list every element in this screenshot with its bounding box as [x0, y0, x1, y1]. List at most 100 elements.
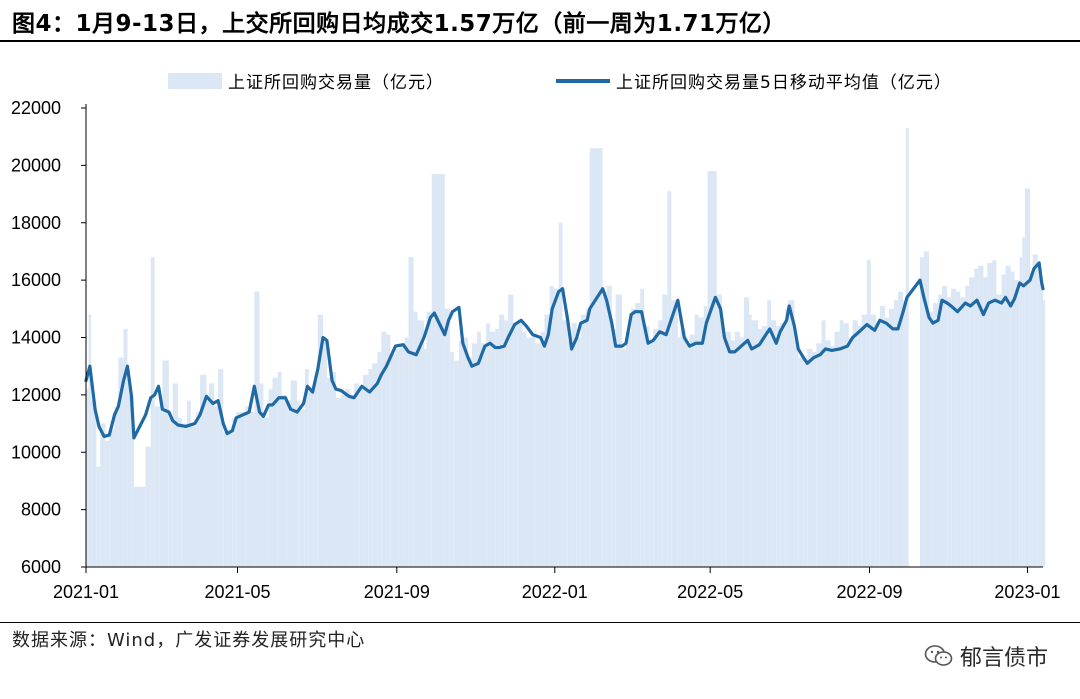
volume-bar — [168, 417, 173, 567]
volume-bar — [974, 268, 979, 567]
volume-bar — [468, 357, 472, 567]
volume-bar — [1040, 285, 1043, 567]
volume-bar — [852, 320, 858, 567]
volume-bar — [1024, 188, 1031, 567]
volume-bar — [767, 300, 772, 567]
volume-bar — [703, 305, 708, 567]
y-tick-label: 14000 — [11, 328, 61, 348]
volume-bar — [932, 303, 939, 567]
volume-bar — [540, 331, 545, 567]
volume-bar — [626, 331, 632, 567]
x-tick-label: 2023-01 — [994, 582, 1060, 602]
x-tick-label: 2022-05 — [677, 582, 743, 602]
volume-bar — [602, 291, 607, 567]
watermark: 郁言债市 — [924, 640, 1048, 672]
y-tick-label: 10000 — [11, 442, 61, 462]
volume-bar — [372, 363, 378, 567]
volume-bar — [363, 374, 369, 567]
volume-bar — [812, 351, 817, 567]
source-note: 数据来源：Wind，广发证券发展研究中心 — [12, 630, 366, 651]
legend-line-label: 上证所回购交易量5日移动平均值（亿元） — [616, 73, 952, 93]
volume-bar — [951, 288, 957, 567]
volume-bar — [522, 331, 527, 567]
volume-bar — [589, 148, 603, 567]
volume-bar — [870, 314, 876, 567]
volume-bar — [417, 320, 424, 567]
volume-bar — [558, 222, 563, 567]
volume-bar — [458, 340, 463, 567]
volume-bar — [286, 400, 291, 567]
volume-bar — [730, 340, 735, 567]
volume-bar — [526, 337, 532, 567]
volume-bar — [929, 311, 933, 567]
x-tick-label: 2022-09 — [836, 582, 902, 602]
volume-bar — [996, 294, 1002, 567]
volume-bar — [631, 308, 636, 567]
volume-bar — [236, 412, 246, 567]
volume-bar — [345, 389, 351, 567]
volume-bar — [187, 400, 191, 567]
legend-bar-label: 上证所回购交易量（亿元） — [228, 73, 444, 93]
volume-bar — [825, 340, 831, 567]
volume-bar — [449, 351, 454, 567]
volume-bar — [662, 294, 668, 567]
volume-bar — [978, 265, 984, 567]
y-tick-label: 18000 — [11, 213, 61, 233]
volume-bar — [495, 328, 500, 567]
volume-bar — [875, 323, 880, 567]
volume-bar — [399, 343, 405, 567]
volume-bar — [658, 320, 663, 567]
volume-bar — [689, 334, 695, 567]
x-tick-label: 2021-01 — [53, 582, 119, 602]
volume-bar — [776, 326, 781, 567]
volume-bar — [206, 400, 210, 567]
volume-bar — [359, 386, 364, 567]
y-axis-ticks: 6000 8000 10000 12000 14000 16000 18000 20000 22… — [11, 98, 86, 577]
volume-bar — [751, 320, 759, 567]
volume-bar — [477, 331, 481, 567]
volume-bar — [105, 440, 110, 567]
volume-bar — [553, 288, 559, 567]
volume-bar — [567, 340, 572, 567]
volume-bar — [734, 331, 740, 567]
volume-bar — [739, 337, 744, 567]
volume-bar — [1019, 257, 1023, 567]
volume-bar — [259, 383, 264, 567]
volume-bar — [227, 429, 233, 567]
volume-bar — [177, 417, 182, 567]
x-axis-ticks: 2021-01 2021-05 2021-09 2022-01 2022-05 2022-… — [53, 567, 1060, 602]
volume-bar — [965, 285, 970, 567]
volume-bar — [576, 337, 581, 567]
volume-bar — [199, 374, 207, 567]
volume-bar — [109, 429, 115, 567]
volume-bar — [162, 360, 169, 567]
volume-bar — [644, 326, 650, 567]
volume-bar — [223, 432, 228, 567]
volume-bar — [395, 348, 400, 567]
volume-bar — [1010, 271, 1015, 567]
volume-bar — [408, 257, 414, 567]
volume-bar — [649, 340, 654, 567]
chart-legend: 上证所回购交易量（亿元） 上证所回购交易量5日移动平均值（亿元） — [168, 73, 952, 93]
volume-bar — [938, 294, 942, 567]
volume-bar — [172, 383, 178, 567]
volume-bar — [549, 285, 554, 567]
volume-bar — [830, 346, 835, 567]
volume-bar — [866, 260, 871, 567]
y-tick-label: 6000 — [21, 557, 61, 577]
volume-bar — [571, 323, 577, 567]
volume-bar — [611, 328, 616, 567]
volume-bar — [423, 348, 427, 567]
volume-bar — [956, 291, 961, 567]
volume-bar — [313, 380, 318, 567]
volume-bar — [531, 334, 536, 567]
volume-bar — [490, 331, 496, 567]
volume-bar — [308, 389, 314, 567]
y-tick-label: 8000 — [21, 500, 61, 520]
y-tick-label: 22000 — [11, 98, 61, 118]
volume-bar — [368, 369, 373, 567]
volume-bar — [386, 334, 391, 567]
volume-bar — [987, 262, 993, 567]
volume-bar — [562, 320, 568, 567]
y-tick-label: 16000 — [11, 270, 61, 290]
